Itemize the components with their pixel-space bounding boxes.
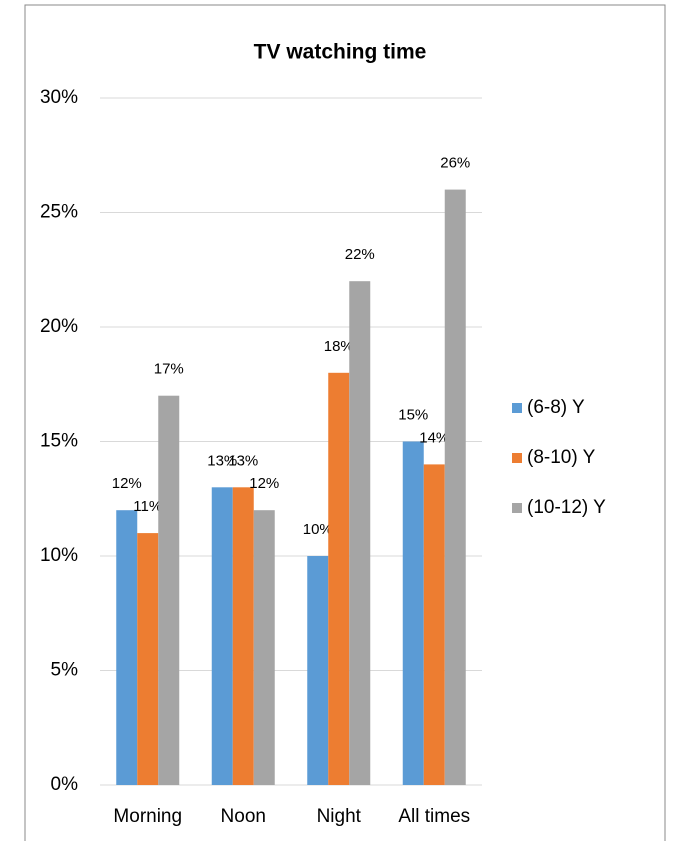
y-tick-label: 5% bbox=[51, 660, 79, 681]
legend-swatch bbox=[512, 403, 522, 413]
value-label: 10% bbox=[303, 521, 333, 538]
x-tick-label: All times bbox=[398, 806, 470, 827]
bar bbox=[137, 533, 159, 785]
legend-swatch bbox=[512, 453, 522, 463]
y-tick-label: 0% bbox=[51, 774, 79, 795]
y-tick-label: 10% bbox=[40, 545, 78, 566]
y-tick-label: 25% bbox=[40, 202, 78, 223]
bar bbox=[349, 281, 371, 785]
bar bbox=[232, 487, 254, 785]
x-tick-label: Night bbox=[317, 806, 362, 827]
y-tick-label: 20% bbox=[40, 316, 78, 337]
y-tick-label: 15% bbox=[40, 431, 78, 452]
bar bbox=[211, 487, 233, 785]
bar bbox=[423, 464, 445, 785]
bar bbox=[328, 372, 350, 785]
value-label: 18% bbox=[324, 338, 354, 355]
legend-swatch bbox=[512, 503, 522, 513]
value-label: 12% bbox=[249, 475, 279, 492]
value-label: 13% bbox=[228, 452, 258, 469]
value-label: 14% bbox=[419, 429, 449, 446]
bar bbox=[444, 189, 466, 786]
value-label: 22% bbox=[345, 246, 375, 263]
bar bbox=[307, 556, 329, 785]
value-label: 12% bbox=[112, 475, 142, 492]
bar bbox=[402, 441, 424, 785]
bar bbox=[253, 510, 275, 785]
value-label: 13% bbox=[207, 452, 237, 469]
x-tick-label: Noon bbox=[221, 806, 266, 827]
chart-title: TV watching time bbox=[254, 41, 427, 64]
value-label: 15% bbox=[398, 406, 428, 423]
bar bbox=[158, 395, 180, 785]
legend-label: (6-8) Y bbox=[527, 397, 585, 418]
value-label: 26% bbox=[440, 155, 470, 172]
value-label: 17% bbox=[154, 361, 184, 378]
y-tick-label: 30% bbox=[40, 87, 78, 108]
legend-label: (8-10) Y bbox=[527, 447, 596, 468]
bar bbox=[116, 510, 138, 785]
value-label: 11% bbox=[133, 498, 162, 515]
x-tick-label: Morning bbox=[113, 806, 182, 827]
legend-label: (10-12) Y bbox=[527, 497, 606, 518]
